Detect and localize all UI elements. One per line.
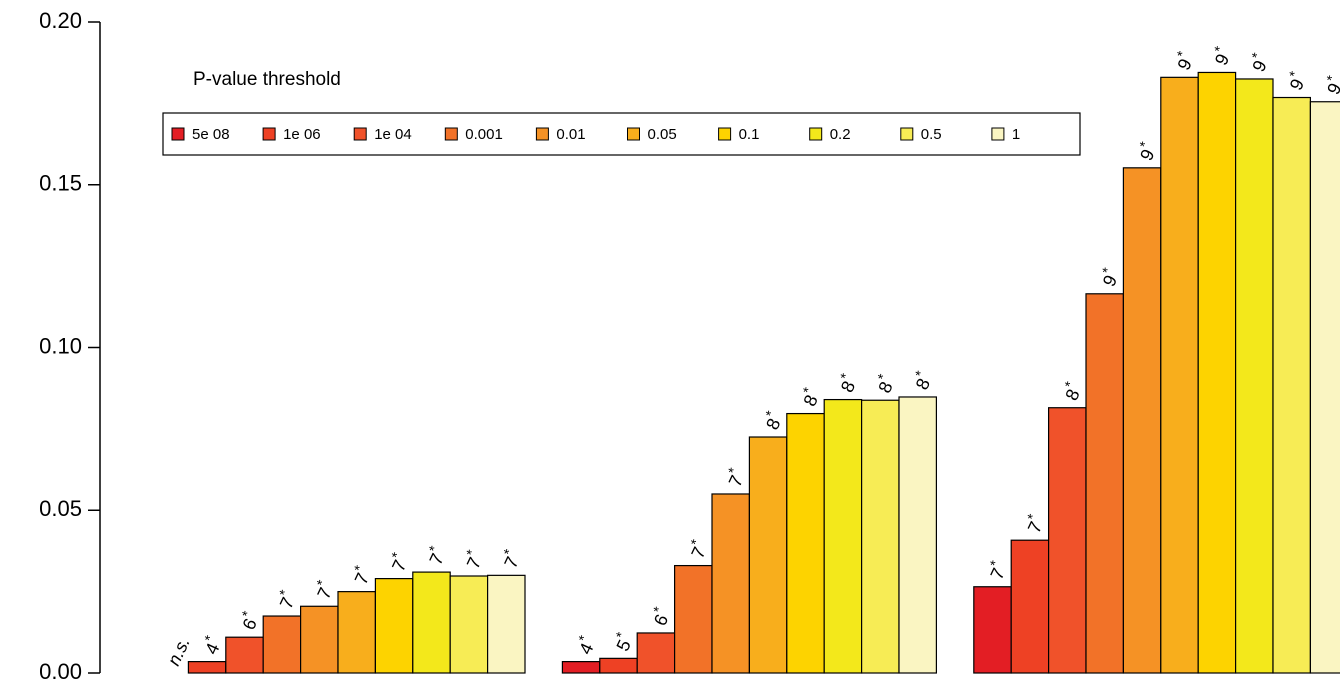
bar bbox=[187, 661, 227, 674]
bar-annotation: 7* bbox=[421, 543, 450, 568]
bar bbox=[337, 591, 377, 674]
legend-label: 1e 04 bbox=[374, 126, 412, 143]
legend-swatch bbox=[353, 127, 367, 141]
bar-annotation: 8* bbox=[832, 370, 861, 395]
bar bbox=[599, 657, 638, 674]
legend-label: 0.001 bbox=[465, 126, 503, 143]
bar-annotation: 9* bbox=[1094, 264, 1123, 289]
bar bbox=[973, 586, 1012, 674]
y-tick-label: 0.20 bbox=[39, 8, 82, 33]
bar bbox=[225, 636, 264, 674]
legend-swatch bbox=[535, 127, 549, 141]
bar bbox=[673, 564, 713, 674]
legend-swatch bbox=[171, 127, 185, 141]
bar-annotation: 7* bbox=[458, 547, 487, 572]
y-tick-label: 0.10 bbox=[39, 333, 82, 358]
bar-annotation: 7* bbox=[982, 557, 1011, 582]
bar bbox=[711, 493, 751, 674]
bar bbox=[487, 574, 526, 674]
bar-annotation: 9* bbox=[1131, 138, 1160, 163]
bar-annotation: 7* bbox=[309, 577, 338, 602]
bar-annotation: 9* bbox=[1281, 68, 1310, 93]
bar-annotation: 9* bbox=[1169, 48, 1198, 73]
legend-label: 0.2 bbox=[830, 126, 851, 143]
bar bbox=[1160, 76, 1199, 674]
bar bbox=[1309, 101, 1340, 674]
bar-annotation: 7* bbox=[720, 465, 749, 490]
legend-box bbox=[162, 112, 1081, 156]
bar bbox=[1197, 71, 1237, 674]
bar-annotation: 8* bbox=[795, 384, 824, 409]
y-tick-label: 0.00 bbox=[39, 659, 82, 684]
bar bbox=[786, 412, 825, 674]
bar-annotation: 7* bbox=[271, 587, 300, 612]
legend-swatch bbox=[262, 127, 276, 141]
y-tick-label: 0.05 bbox=[39, 496, 82, 521]
legend-swatch bbox=[900, 127, 914, 141]
bar-annotation: 9* bbox=[1318, 72, 1340, 97]
bar bbox=[1272, 96, 1312, 674]
bar-annotation: 8* bbox=[1057, 378, 1086, 403]
bar-annotation: 7* bbox=[346, 562, 375, 587]
bar-annotation: 4* bbox=[196, 632, 225, 657]
bar bbox=[860, 399, 900, 674]
bar-annotation: 5* bbox=[608, 629, 637, 654]
bar-annotation: 6* bbox=[234, 608, 263, 633]
bar-annotation: 7* bbox=[1019, 511, 1048, 536]
bar bbox=[262, 615, 302, 674]
bar-annotation: 6* bbox=[645, 604, 674, 629]
legend-label: 0.05 bbox=[648, 126, 677, 143]
bar bbox=[300, 605, 339, 674]
bar-annotation: 7* bbox=[496, 546, 525, 571]
bar bbox=[748, 436, 788, 674]
bar bbox=[1010, 539, 1050, 674]
bar bbox=[449, 575, 489, 674]
legend-swatch bbox=[809, 127, 823, 141]
legend-title: P-value threshold bbox=[193, 69, 341, 90]
bar bbox=[1047, 407, 1087, 674]
bar bbox=[823, 398, 863, 674]
bar bbox=[412, 571, 451, 674]
legend-label: 5e 08 bbox=[192, 126, 230, 143]
legend-label: 0.01 bbox=[556, 126, 585, 143]
bar bbox=[1085, 293, 1125, 674]
legend-swatch bbox=[627, 127, 640, 141]
bar-annotation: 8* bbox=[870, 371, 899, 396]
bar-annotation: 8* bbox=[907, 368, 936, 393]
legend-label: 1 bbox=[1012, 126, 1020, 143]
bar-annotation: 8* bbox=[757, 408, 786, 433]
bar-annotation: 9* bbox=[1206, 43, 1235, 68]
legend-swatch bbox=[718, 127, 732, 141]
bar-annotation: 7* bbox=[683, 536, 712, 561]
legend-swatch bbox=[444, 127, 458, 141]
bar bbox=[374, 578, 414, 674]
bar bbox=[636, 632, 676, 674]
bar-annotation: 4* bbox=[570, 632, 599, 657]
bar-annotation: 9* bbox=[1244, 50, 1273, 75]
bar-annotation: 7* bbox=[383, 549, 412, 574]
bar bbox=[898, 396, 938, 674]
legend-swatch bbox=[991, 127, 1005, 141]
bar bbox=[1234, 78, 1274, 674]
legend-label: 0.5 bbox=[921, 126, 942, 143]
bar bbox=[561, 661, 601, 674]
bar bbox=[1122, 167, 1162, 674]
legend-label: 1e 06 bbox=[283, 126, 321, 143]
legend-label: 0.1 bbox=[739, 126, 760, 143]
y-tick-label: 0.15 bbox=[39, 171, 82, 196]
